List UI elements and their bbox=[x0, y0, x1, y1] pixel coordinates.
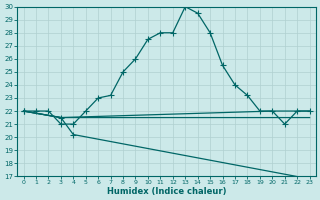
X-axis label: Humidex (Indice chaleur): Humidex (Indice chaleur) bbox=[107, 187, 226, 196]
